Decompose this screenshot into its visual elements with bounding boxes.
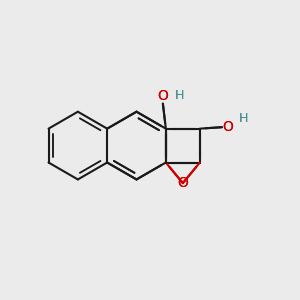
Text: O: O bbox=[158, 89, 168, 103]
Circle shape bbox=[161, 158, 170, 167]
Text: O: O bbox=[223, 120, 233, 134]
Text: H: H bbox=[174, 89, 184, 102]
Text: O: O bbox=[223, 120, 233, 134]
Circle shape bbox=[195, 158, 204, 167]
Circle shape bbox=[161, 124, 170, 133]
Circle shape bbox=[161, 158, 170, 167]
Text: O: O bbox=[177, 176, 188, 190]
Circle shape bbox=[195, 124, 204, 133]
Circle shape bbox=[161, 124, 170, 133]
Text: O: O bbox=[177, 176, 188, 190]
Text: O: O bbox=[158, 89, 168, 103]
Text: H: H bbox=[174, 89, 184, 102]
Text: H: H bbox=[238, 112, 248, 125]
Text: H: H bbox=[238, 112, 248, 125]
